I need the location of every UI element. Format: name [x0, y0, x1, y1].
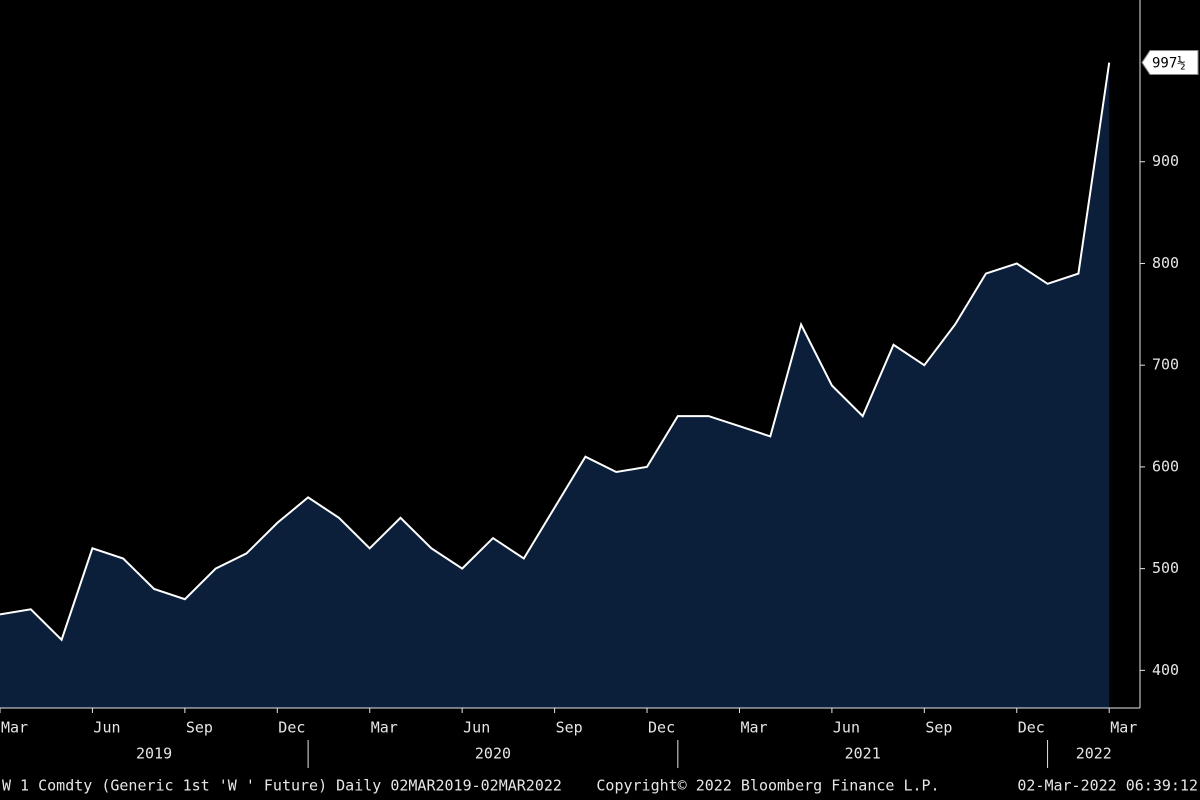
y-tick-label: 900 — [1152, 152, 1179, 170]
year-label: 2019 — [136, 745, 172, 763]
area — [0, 62, 1110, 709]
footer-right: 02-Mar-2022 06:39:12 — [1017, 777, 1198, 795]
year-label: 2021 — [845, 745, 881, 763]
x-tick-label: Mar — [1110, 719, 1137, 737]
x-tick-label: Sep — [186, 719, 213, 737]
x-tick-label: Jun — [93, 719, 120, 737]
x-tick-label: Sep — [556, 719, 583, 737]
y-tick-label: 800 — [1152, 254, 1179, 272]
y-tick-label: 500 — [1152, 559, 1179, 577]
y-tick-label: 700 — [1152, 356, 1179, 374]
footer-center: Copyright© 2022 Bloomberg Finance L.P. — [596, 777, 939, 795]
x-tick-label: Dec — [648, 719, 675, 737]
last-price-tag — [1141, 50, 1199, 76]
line — [0, 62, 1111, 642]
x-tick-label: Sep — [925, 719, 952, 737]
x-tick-label: Jun — [463, 719, 490, 737]
x-tick-label: Dec — [278, 719, 305, 737]
y-tick-label: 600 — [1152, 457, 1179, 475]
x-tick-label: Mar — [1, 719, 28, 737]
footer-left: W 1 Comdty (Generic 1st 'W ' Future) Dai… — [2, 777, 562, 795]
y-tick-label: 400 — [1152, 661, 1179, 679]
x-tick-label: Mar — [371, 719, 398, 737]
x-tick-label: Mar — [740, 719, 767, 737]
x-tick-label: Jun — [833, 719, 860, 737]
year-label: 2022 — [1076, 745, 1112, 763]
x-tick-label: Dec — [1018, 719, 1045, 737]
year-label: 2020 — [475, 745, 511, 763]
last-price-label: 997½ — [1152, 56, 1186, 72]
